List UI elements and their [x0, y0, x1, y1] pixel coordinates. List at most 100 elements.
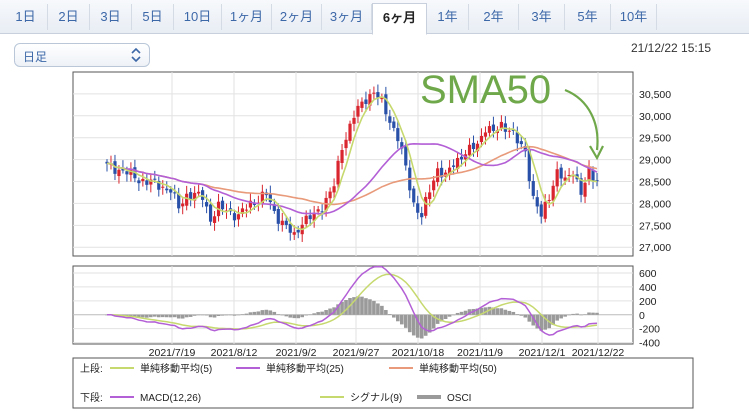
candle-body: [276, 209, 280, 224]
candle-body: [145, 180, 149, 185]
osci-bar: [288, 314, 293, 318]
tab-1ヶ月[interactable]: 1ヶ月: [222, 4, 272, 30]
osci-bar: [280, 314, 285, 316]
osci-bar: [583, 314, 587, 315]
candle-body: [396, 128, 400, 142]
osci-bar: [236, 314, 241, 316]
candle-body: [551, 185, 555, 201]
select-updown-icon: [131, 48, 141, 62]
candle-body: [479, 135, 484, 143]
tab-10日[interactable]: 10日: [174, 4, 222, 30]
candle-body: [224, 210, 229, 212]
candle-body: [117, 169, 121, 177]
last-updated-timestamp: 21/12/22 15:15: [631, 41, 712, 55]
osci-bar: [372, 300, 376, 315]
legend-lower-label: 下段:: [80, 391, 103, 404]
tab-2年[interactable]: 2年: [469, 4, 519, 30]
legend-upper-label: 上段:: [80, 362, 103, 375]
tab-1日[interactable]: 1日: [4, 4, 48, 30]
tab-2ヶ月[interactable]: 2ヶ月: [272, 4, 322, 30]
lower-y-tick-label: -400: [639, 338, 660, 350]
osci-bar: [531, 314, 536, 326]
candle-body: [432, 180, 436, 191]
tab-1年[interactable]: 1年: [427, 4, 469, 30]
osci-bar: [184, 314, 189, 318]
osci-bar: [396, 314, 400, 322]
candle-body: [284, 220, 288, 225]
candle-body: [543, 201, 547, 219]
tab-3日[interactable]: 3日: [90, 4, 132, 30]
osci-bar: [415, 314, 420, 338]
osci-bar: [527, 314, 532, 322]
osci-bar: [216, 314, 221, 316]
upper-y-tick-label: 28,000: [639, 198, 671, 210]
osci-bar: [292, 314, 297, 319]
legend-entry: 単純移動平均(5): [140, 362, 212, 375]
osci-bar: [208, 314, 213, 318]
osci-bar: [244, 313, 249, 315]
candle-body: [483, 132, 488, 137]
x-tick-label: 2021/7/19: [149, 347, 196, 359]
candle-body: [181, 203, 185, 207]
osci-bar: [192, 314, 197, 316]
osci-bar: [304, 314, 308, 316]
osci-bar: [300, 314, 305, 318]
osci-bar: [499, 308, 504, 315]
osci-bar: [176, 314, 181, 319]
tab-10年[interactable]: 10年: [611, 4, 657, 30]
osci-bar: [443, 314, 448, 320]
x-tick-label: 2021/12/22: [572, 347, 625, 359]
osci-bar: [340, 301, 344, 315]
tab-6ヶ月[interactable]: 6ヶ月: [372, 3, 427, 35]
candle-body: [208, 204, 213, 222]
osci-bar: [431, 314, 436, 329]
osci-bar: [475, 308, 480, 315]
tab-5年[interactable]: 5年: [565, 4, 611, 30]
tab-5日[interactable]: 5日: [132, 4, 174, 30]
upper-y-tick-label: 28,500: [639, 177, 671, 189]
x-tick-label: 2021/9/27: [333, 347, 380, 359]
osci-bar: [220, 314, 225, 316]
tab-2日[interactable]: 2日: [48, 4, 90, 30]
candle-body: [539, 204, 543, 217]
osci-bar: [479, 307, 484, 315]
osci-bar: [559, 314, 563, 319]
osci-bar: [240, 314, 245, 315]
candle-body: [436, 168, 440, 183]
osci-bar: [551, 314, 555, 325]
osci-bar: [511, 311, 516, 315]
candle-body: [519, 141, 523, 145]
osci-bar: [503, 309, 508, 315]
x-tick-label: 2021/11/9: [457, 347, 503, 359]
candle-body: [507, 130, 511, 132]
candle-body: [340, 149, 344, 163]
candle-body: [212, 216, 217, 223]
candle-body: [563, 177, 567, 181]
candle-body: [105, 161, 109, 164]
osci-bar: [539, 314, 544, 331]
lower-y-tick-label: 600: [639, 268, 657, 280]
candle-body: [388, 116, 392, 123]
osci-bar: [344, 300, 348, 315]
legend-entry: 単純移動平均(25): [266, 362, 344, 375]
candle-body: [308, 215, 312, 220]
osci-bar: [360, 296, 364, 315]
tab-3年[interactable]: 3年: [519, 4, 565, 30]
osci-bar: [447, 314, 452, 317]
osci-bar: [364, 298, 368, 315]
osci-bar: [376, 303, 380, 315]
tab-3ヶ月[interactable]: 3ヶ月: [322, 4, 372, 30]
osci-bar: [328, 308, 332, 315]
candle-body: [531, 181, 535, 196]
osci-bar: [591, 312, 595, 315]
x-tick-label: 2021/9/2: [276, 347, 317, 359]
candle-body: [595, 180, 599, 182]
annotation-arrow: [564, 88, 599, 151]
chart-type-select[interactable]: 日足: [14, 43, 150, 67]
osci-bar: [224, 314, 229, 316]
candle-body: [169, 189, 173, 193]
candle-body: [451, 165, 456, 167]
upper-y-tick-label: 30,000: [639, 111, 671, 123]
x-tick-label: 2021/12/1: [519, 347, 566, 359]
legend-box: [72, 357, 694, 409]
